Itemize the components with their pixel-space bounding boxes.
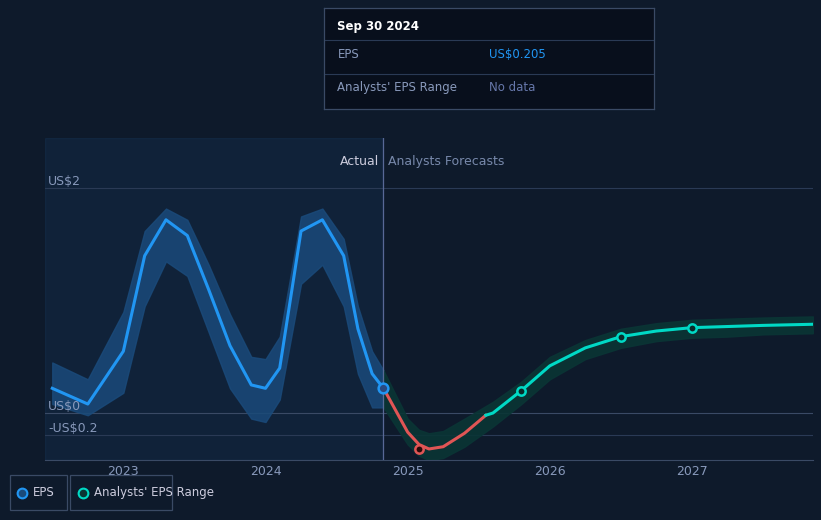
Text: Sep 30 2024: Sep 30 2024	[337, 20, 420, 33]
Text: Analysts' EPS Range: Analysts' EPS Range	[337, 81, 457, 94]
Text: Analysts Forecasts: Analysts Forecasts	[388, 155, 504, 168]
FancyBboxPatch shape	[71, 475, 172, 510]
Text: EPS: EPS	[34, 486, 55, 499]
FancyBboxPatch shape	[10, 475, 67, 510]
Text: US$0: US$0	[48, 400, 81, 413]
Text: -US$0.2: -US$0.2	[48, 422, 98, 435]
Text: No data: No data	[489, 81, 535, 94]
Text: EPS: EPS	[337, 48, 360, 61]
Text: Analysts' EPS Range: Analysts' EPS Range	[94, 486, 214, 499]
Bar	[45, 138, 383, 460]
Text: US$2: US$2	[48, 175, 81, 188]
Text: Actual: Actual	[340, 155, 379, 168]
Text: US$0.205: US$0.205	[489, 48, 546, 61]
